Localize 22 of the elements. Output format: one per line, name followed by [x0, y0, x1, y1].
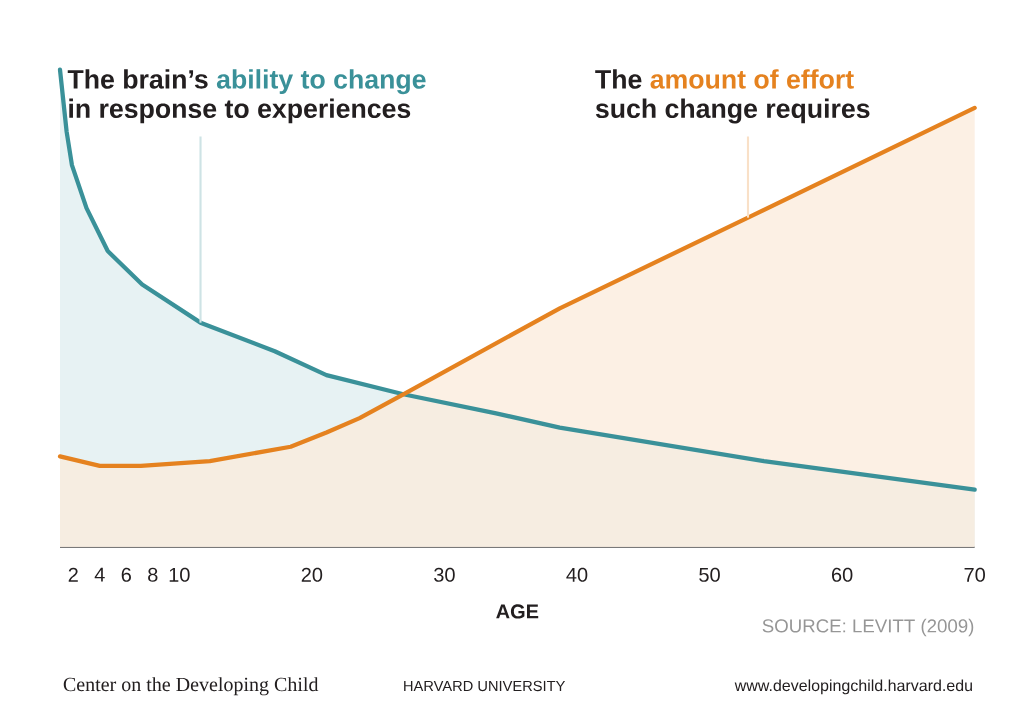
- x-tick-label: 8: [148, 567, 158, 582]
- text: amount of effort: [650, 69, 854, 89]
- x-tick-label: 20: [301, 567, 323, 582]
- text: HARVARD UNIVERSITY: [404, 680, 566, 692]
- annotation: such change requires: [595, 98, 870, 124]
- x-tick-label: 6: [121, 567, 131, 582]
- x-tick-label: 30: [434, 567, 455, 582]
- annotation: The brain’s: [67, 69, 208, 89]
- text: ability to change: [216, 69, 426, 95]
- x-axis-title: AGE: [496, 604, 539, 619]
- x-tick-label: 2: [68, 567, 78, 582]
- x-tick-label: 60: [832, 567, 853, 582]
- text: www.developingchild.harvard.edu: [734, 679, 972, 695]
- annotation: The: [595, 69, 642, 89]
- x-tick-label: 50: [699, 567, 720, 582]
- x-tick-label: 4: [94, 567, 105, 582]
- text: Center on the Developing Child: [63, 677, 319, 696]
- x-tick-label: 70: [964, 567, 985, 582]
- source-note: SOURCE: LEVITT (2009): [762, 618, 974, 637]
- x-tick-label: 10: [169, 567, 190, 582]
- annotation: in response to experiences: [69, 98, 411, 124]
- x-tick-label: 40: [566, 567, 588, 582]
